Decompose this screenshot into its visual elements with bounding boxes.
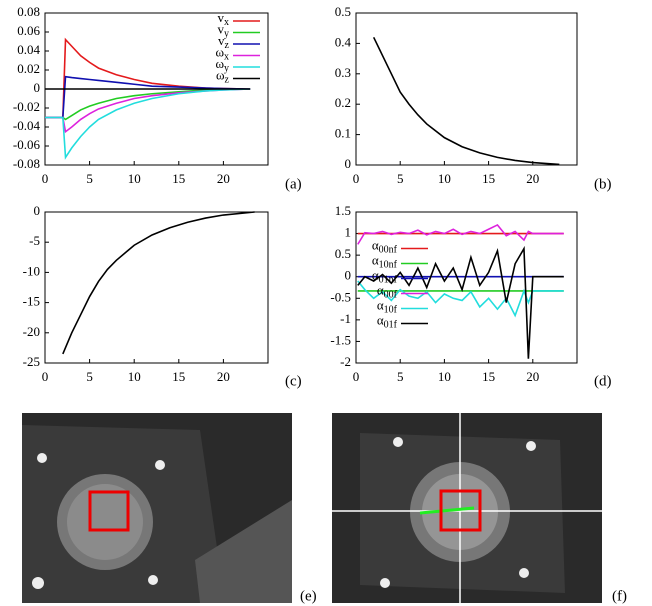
y-tick-label: -1.5 <box>330 332 351 347</box>
legend-label: α00nf <box>372 237 398 255</box>
y-tick-label: -10 <box>23 263 40 278</box>
x-tick-label: 5 <box>397 369 404 384</box>
x-tick-label: 15 <box>172 369 185 384</box>
plot-frame <box>355 211 578 364</box>
panel-label: (d) <box>594 373 612 389</box>
y-tick-label: 0.4 <box>335 34 352 49</box>
legend-label: α10nf <box>372 252 398 270</box>
y-tick-label: 0.5 <box>335 4 351 19</box>
series-line <box>62 211 255 355</box>
photo-e <box>22 413 292 603</box>
legend-label: α00f <box>377 282 398 300</box>
x-tick-label: 20 <box>217 171 230 186</box>
x-tick-label: 20 <box>217 369 230 384</box>
y-tick-label: 0.5 <box>335 246 351 261</box>
y-tick-label: -20 <box>23 324 40 339</box>
x-tick-label: 10 <box>128 171 141 186</box>
series-line <box>357 223 564 245</box>
x-tick-label: 15 <box>482 369 495 384</box>
y-tick-label: -0.06 <box>13 137 41 152</box>
series-line <box>45 88 251 134</box>
legend-label: vx <box>218 10 230 28</box>
legend-label: vz <box>218 33 230 51</box>
y-tick-label: 0 <box>34 203 41 218</box>
y-tick-label: 0 <box>34 80 41 95</box>
x-tick-label: 10 <box>438 171 451 186</box>
x-tick-label: 0 <box>353 171 360 186</box>
y-tick-label: -5 <box>29 233 40 248</box>
y-tick-label: -25 <box>23 354 40 369</box>
y-tick-label: 0.3 <box>335 65 351 80</box>
series-line <box>357 280 564 318</box>
y-tick-label: 0.04 <box>17 42 40 57</box>
x-tick-label: 10 <box>128 369 141 384</box>
x-tick-label: 20 <box>526 369 539 384</box>
y-tick-label: 1 <box>345 225 352 240</box>
y-tick-label: -0.5 <box>330 289 351 304</box>
x-tick-label: 10 <box>438 369 451 384</box>
x-tick-label: 15 <box>172 171 185 186</box>
y-tick-label: 0.08 <box>17 4 40 19</box>
y-tick-label: -15 <box>23 294 40 309</box>
series-line <box>45 75 251 119</box>
x-tick-label: 0 <box>353 369 360 384</box>
y-tick-label: -0.04 <box>13 118 41 133</box>
legend-label: ωz <box>216 67 230 85</box>
panel-label: (c) <box>285 373 302 389</box>
y-tick-label: 0 <box>345 156 352 171</box>
legend-label: ωx <box>215 44 229 62</box>
y-tick-label: 0.06 <box>17 23 40 38</box>
x-tick-label: 15 <box>482 171 495 186</box>
x-tick-label: 5 <box>397 171 404 186</box>
y-tick-label: 0.02 <box>17 61 40 76</box>
panel-label: (a) <box>285 176 302 192</box>
y-tick-label: 0.1 <box>335 126 351 141</box>
legend-label: α01nf <box>372 267 398 285</box>
series-line <box>372 36 560 166</box>
y-tick-label: 0.2 <box>335 95 351 110</box>
x-tick-label: 0 <box>42 171 49 186</box>
panel-label: (e) <box>300 588 317 604</box>
panel-label: (b) <box>594 176 612 192</box>
series-line <box>357 245 564 359</box>
photo-f <box>332 413 602 603</box>
x-tick-label: 5 <box>86 171 93 186</box>
panel-label: (f) <box>612 588 627 604</box>
y-tick-label: -2 <box>340 354 351 369</box>
legend-label: α01f <box>377 312 398 330</box>
y-tick-label: -0.02 <box>13 99 40 114</box>
plot-frame <box>355 12 578 166</box>
legend-label: α10f <box>377 297 398 315</box>
y-tick-label: -0.08 <box>13 156 40 171</box>
x-tick-label: 20 <box>526 171 539 186</box>
legend-label: ωy <box>215 56 229 74</box>
y-tick-label: 0 <box>345 268 352 283</box>
series-line <box>45 88 251 121</box>
x-tick-label: 0 <box>42 369 49 384</box>
plot-frame <box>44 211 269 364</box>
legend-label: vy <box>218 21 230 39</box>
y-tick-label: 1.5 <box>335 203 351 218</box>
series-line <box>45 88 251 160</box>
y-tick-label: -1 <box>340 311 351 326</box>
x-tick-label: 5 <box>86 369 93 384</box>
